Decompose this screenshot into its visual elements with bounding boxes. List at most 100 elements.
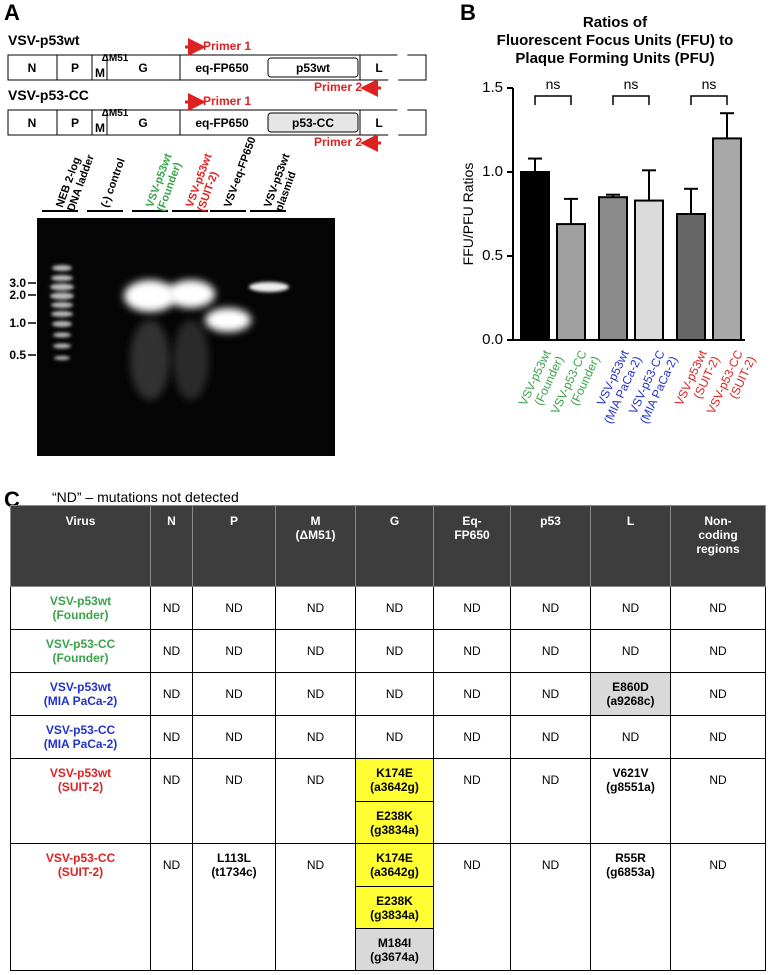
segment-label: N bbox=[27, 116, 37, 130]
not-detected: ND bbox=[225, 773, 243, 787]
not-detected: ND bbox=[306, 687, 325, 701]
not-detected: ND bbox=[709, 773, 727, 787]
mutation: E860D (a9268c) bbox=[591, 673, 670, 715]
segment-label: L bbox=[375, 61, 383, 75]
not-detected: ND bbox=[225, 687, 243, 701]
size-label: 1.0 bbox=[9, 316, 26, 330]
bar bbox=[634, 199, 664, 341]
primer-label: Primer 1 bbox=[203, 94, 252, 108]
chart-title: Ratios of Fluorescent Focus Units (FFU) … bbox=[496, 14, 734, 67]
segment-label: G bbox=[138, 116, 148, 130]
segment-label: G bbox=[138, 61, 148, 75]
primer-label: Primer 2 bbox=[313, 80, 362, 94]
panel-label: A bbox=[4, 0, 20, 25]
column-header: Non- coding regions bbox=[670, 505, 766, 587]
not-detected: ND bbox=[306, 644, 325, 658]
not-detected: ND bbox=[709, 601, 727, 615]
column-header: M (ΔM51) bbox=[275, 505, 356, 587]
not-detected: ND bbox=[162, 644, 181, 658]
bar bbox=[520, 171, 550, 341]
virus-name: VSV-p53wt (MIA PaCa-2) bbox=[43, 680, 118, 708]
construct-name: VSV-p53-CC bbox=[8, 87, 89, 103]
segment-label: M bbox=[95, 66, 105, 80]
not-detected: ND bbox=[709, 687, 727, 701]
significance-label: ns bbox=[623, 76, 639, 92]
bar bbox=[676, 213, 706, 341]
panel-label: B bbox=[460, 0, 476, 25]
not-detected: ND bbox=[621, 644, 640, 658]
not-detected: ND bbox=[306, 601, 325, 615]
not-detected: ND bbox=[162, 773, 181, 787]
not-detected: ND bbox=[621, 730, 640, 744]
not-detected: ND bbox=[306, 730, 325, 744]
significance-label: ns bbox=[701, 76, 717, 92]
mutation-table: Virus N P M (ΔM51) G Eq- FP650 p53 L Non- coding… bbox=[10, 505, 766, 971]
segment-label: p53-CC bbox=[291, 116, 334, 130]
significance-label: ns bbox=[545, 76, 561, 92]
y-tick-label: 1.5 bbox=[482, 79, 503, 96]
column-header: L bbox=[590, 505, 671, 587]
size-label: 3.0 bbox=[9, 276, 26, 290]
bar bbox=[598, 196, 628, 341]
not-detected: ND bbox=[541, 773, 560, 787]
y-tick-label: 1.0 bbox=[482, 163, 503, 180]
primer-label: Primer 1 bbox=[203, 39, 252, 53]
not-detected: ND bbox=[541, 730, 560, 744]
not-detected: ND bbox=[541, 601, 560, 615]
segment-label: ΔM51 bbox=[101, 108, 129, 119]
virus-name: VSV-p53-CC (Founder) bbox=[45, 637, 116, 665]
not-detected: ND bbox=[306, 858, 325, 872]
significance-bracket bbox=[690, 95, 728, 105]
not-detected: ND bbox=[463, 687, 481, 701]
construct-name: VSV-p53wt bbox=[8, 32, 80, 48]
mutation: E238K (g3834a) bbox=[356, 801, 433, 843]
not-detected: ND bbox=[162, 601, 181, 615]
not-detected: ND bbox=[709, 644, 727, 658]
column-header: p53 bbox=[510, 505, 591, 587]
not-detected: ND bbox=[463, 601, 481, 615]
mutation: K174E (a3642g) bbox=[356, 844, 433, 886]
segment-label: eq-FP650 bbox=[195, 61, 249, 75]
column-header: Eq- FP650 bbox=[433, 505, 511, 587]
break-gap bbox=[386, 104, 410, 141]
virus-name: VSV-p53wt (SUIT-2) bbox=[49, 766, 112, 794]
primer-label: Primer 2 bbox=[313, 135, 362, 149]
not-detected: ND bbox=[541, 644, 560, 658]
not-detected: ND bbox=[541, 858, 560, 872]
not-detected: ND bbox=[162, 687, 181, 701]
significance-bracket bbox=[534, 95, 572, 105]
table-caption: “ND” – mutations not detected bbox=[52, 489, 239, 505]
mutation: V621V (g8551a) bbox=[606, 766, 655, 794]
mutation: E238K (g3834a) bbox=[356, 886, 433, 928]
mutation: M184I (g3674a) bbox=[356, 928, 433, 970]
not-detected: ND bbox=[463, 730, 481, 744]
gel-bands bbox=[50, 265, 289, 400]
not-detected: ND bbox=[162, 858, 181, 872]
size-label: 2.0 bbox=[9, 288, 26, 302]
column-header: P bbox=[192, 505, 276, 587]
y-tick-label: 0.0 bbox=[482, 331, 503, 348]
segment-label: N bbox=[27, 61, 37, 75]
bar bbox=[712, 137, 742, 341]
not-detected: ND bbox=[225, 730, 243, 744]
size-label: 0.5 bbox=[9, 348, 26, 362]
segment-label: P bbox=[70, 61, 79, 75]
not-detected: ND bbox=[306, 773, 325, 787]
y-tick-label: 0.5 bbox=[482, 247, 503, 264]
virus-name: VSV-p53-CC (MIA PaCa-2) bbox=[43, 723, 118, 751]
insert-box bbox=[267, 112, 359, 133]
insert-box bbox=[267, 57, 359, 78]
mutation: K174E (a3642g) bbox=[356, 759, 433, 801]
not-detected: ND bbox=[541, 687, 560, 701]
not-detected: ND bbox=[385, 687, 404, 701]
not-detected: ND bbox=[225, 644, 243, 658]
break-gap bbox=[386, 49, 410, 86]
mutation: L113L (t1734c) bbox=[211, 851, 257, 879]
not-detected: ND bbox=[385, 730, 404, 744]
not-detected: ND bbox=[621, 601, 640, 615]
column-header: Virus bbox=[10, 505, 151, 587]
virus-name: VSV-p53wt (Founder) bbox=[49, 594, 112, 622]
virus-name: VSV-p53-CC (SUIT-2) bbox=[45, 851, 116, 879]
